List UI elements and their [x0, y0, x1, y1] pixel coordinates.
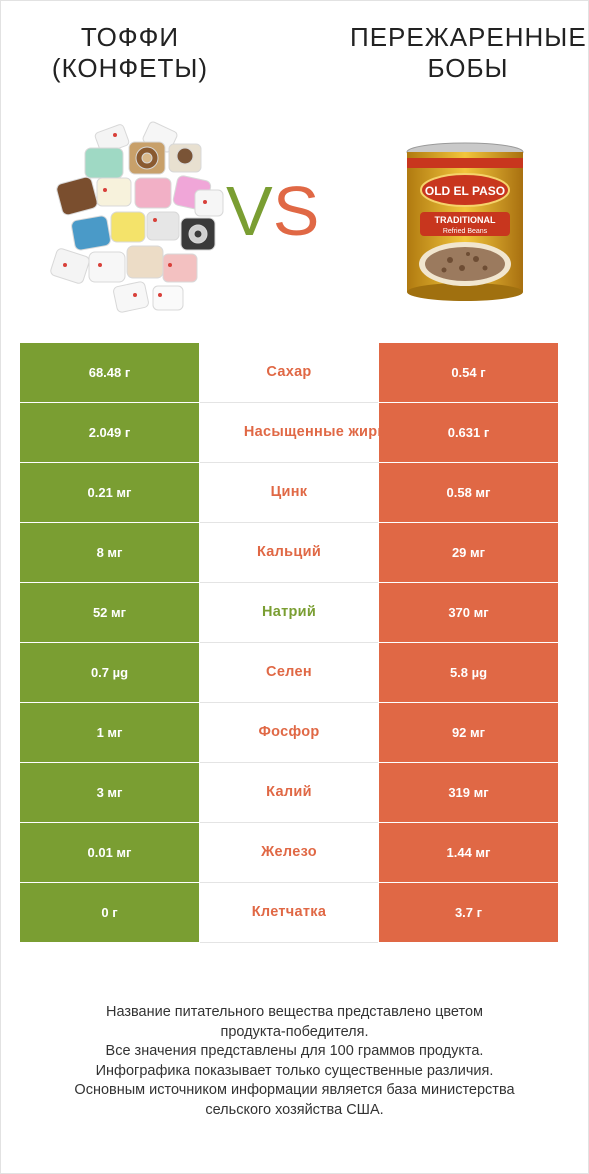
footer-line: Инфографика показывает только существенн…: [95, 1062, 494, 1079]
right-value: 319 мг: [379, 763, 558, 823]
left-product-title: Тоффи (конфеты): [30, 22, 230, 84]
comparison-table: 68.48 г Сахар 0.54 г 2.049 г Насыщенные жиры…: [20, 343, 558, 943]
right-title-line2: бобы: [427, 53, 509, 83]
left-value: 2.049 г: [20, 403, 199, 463]
left-value: 1 мг: [20, 703, 199, 763]
comparison-row: 3 мг Калий 319 мг: [20, 763, 558, 823]
footer-line: Все значения представлены для 100 граммо…: [105, 1043, 484, 1059]
right-value: 1.44 мг: [379, 823, 558, 883]
nutrient-name: Железо: [200, 823, 378, 883]
comparison-row: 0.7 µg Селен 5.8 µg: [20, 643, 558, 703]
refried-beans-can-image: OLD EL PASO TRADITIONAL Refried Beans: [406, 142, 524, 301]
left-value: 0.21 мг: [20, 463, 199, 523]
comparison-row: 0.21 мг Цинк 0.58 мг: [20, 463, 558, 523]
nutrient-name: Цинк: [200, 463, 378, 523]
right-value: 370 мг: [379, 583, 558, 643]
right-value: 3.7 г: [379, 883, 558, 943]
comparison-row: 0 г Клетчатка 3.7 г: [20, 883, 558, 943]
left-value: 68.48 г: [20, 343, 199, 403]
left-title-line2: (конфеты): [51, 53, 209, 83]
footer-line: Название питательного вещества представл…: [105, 1004, 484, 1020]
comparison-row: 1 мг Фосфор 92 мг: [20, 703, 558, 763]
can-line2-text: Refried Beans: [443, 228, 488, 235]
right-product-title: Пережаренные бобы: [350, 22, 586, 84]
nutrient-name: Натрий: [200, 583, 378, 643]
nutrient-name: Кальций: [200, 523, 378, 583]
toffee-candies-image: [50, 121, 224, 313]
right-title-line1: Пережаренные: [350, 22, 587, 52]
footer-line: продукта-победителя.: [220, 1023, 369, 1040]
right-value: 5.8 µg: [379, 643, 558, 703]
right-value: 92 мг: [379, 703, 558, 763]
right-value: 0.631 г: [379, 403, 558, 463]
nutrient-name: Сахар: [200, 343, 378, 403]
nutrient-name: Калий: [200, 763, 378, 823]
nutrient-name: Насыщенные жиры: [200, 403, 434, 463]
right-value: 29 мг: [379, 523, 558, 583]
footer-notes: Название питательного вещества представл…: [20, 1003, 569, 1120]
can-brand-text: OLD EL PASO: [425, 184, 505, 198]
left-value: 8 мг: [20, 523, 199, 583]
left-value: 0.01 мг: [20, 823, 199, 883]
left-value: 3 мг: [20, 763, 199, 823]
left-title-line1: Тоффи: [80, 22, 180, 52]
right-value: 0.54 г: [379, 343, 558, 403]
left-value: 0.7 µg: [20, 643, 199, 703]
can-line1-text: TRADITIONAL: [435, 215, 496, 225]
footer-line: сельского хозяйства США.: [205, 1101, 384, 1118]
left-value: 52 мг: [20, 583, 199, 643]
comparison-row: 2.049 г Насыщенные жиры 0.631 г: [20, 403, 558, 463]
comparison-row: 8 мг Кальций 29 мг: [20, 523, 558, 583]
right-value: 0.58 мг: [379, 463, 558, 523]
nutrient-name: Фосфор: [200, 703, 378, 763]
comparison-row: 68.48 г Сахар 0.54 г: [20, 343, 558, 403]
footer-line: Основным источником информации является …: [74, 1082, 515, 1098]
comparison-row: 0.01 мг Железо 1.44 мг: [20, 823, 558, 883]
nutrient-name: Селен: [200, 643, 378, 703]
left-value: 0 г: [20, 883, 199, 943]
nutrient-name: Клетчатка: [200, 883, 378, 943]
vs-label: VS: [226, 172, 320, 250]
comparison-row: 52 мг Натрий 370 мг: [20, 583, 558, 643]
